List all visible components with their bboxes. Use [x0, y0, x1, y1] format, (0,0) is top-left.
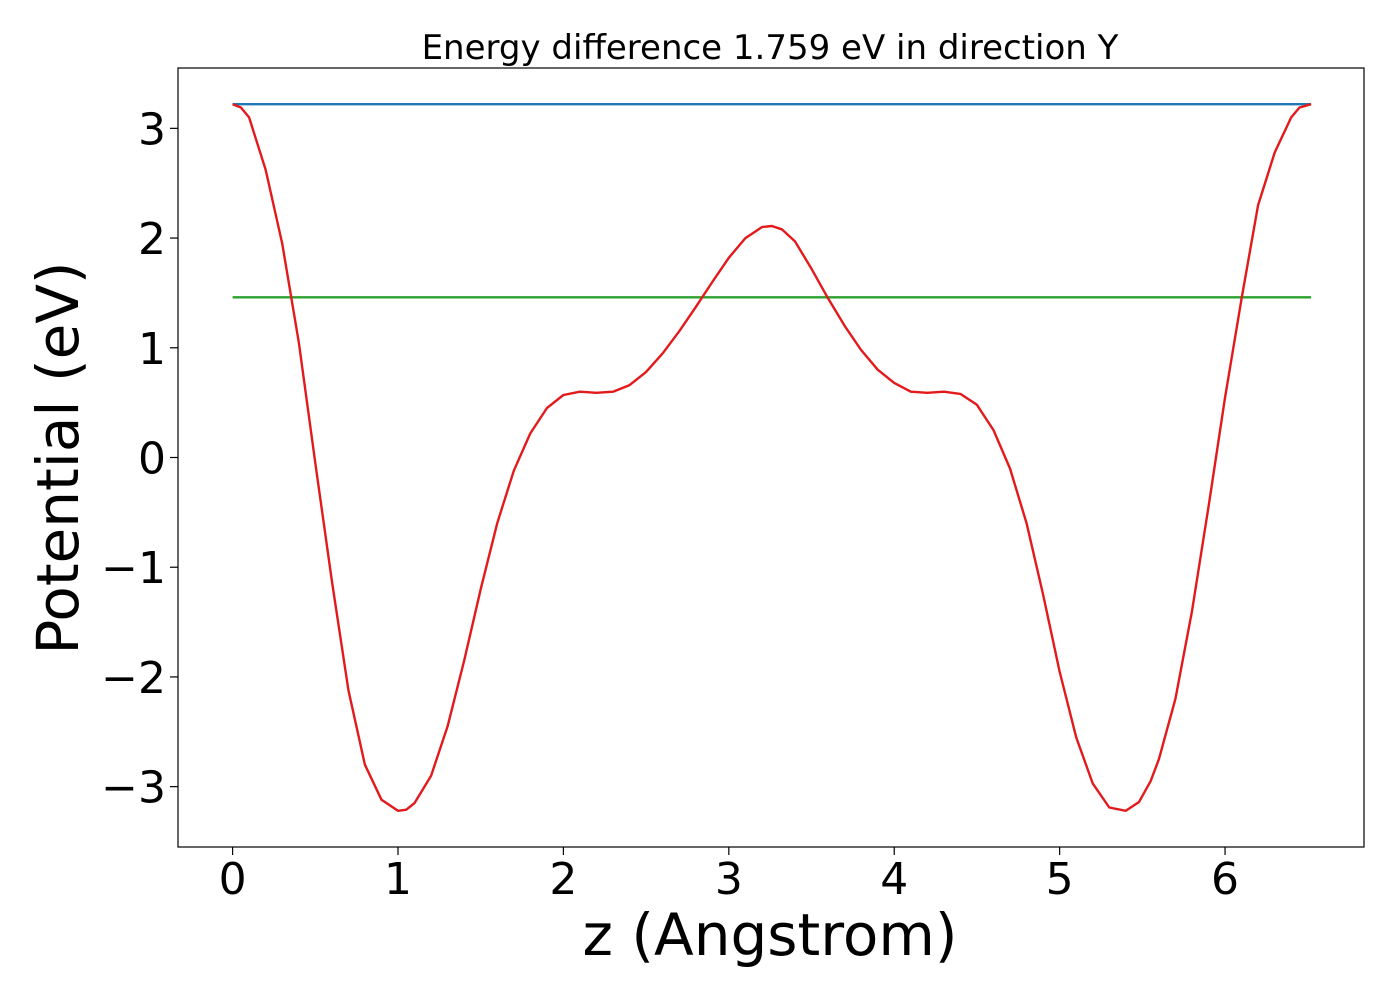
x-tick-label: 0: [219, 854, 247, 905]
y-tick-label: 3: [138, 104, 166, 155]
y-tick-label: 0: [138, 434, 166, 485]
x-axis: 0 1 2 3 4 5 6: [219, 847, 1239, 905]
y-tick-label: 1: [138, 324, 166, 375]
x-tick-label: 4: [880, 854, 908, 905]
x-tick-label: 1: [384, 854, 412, 905]
chart-title: Energy difference 1.759 eV in direction …: [422, 28, 1119, 68]
y-tick-label: −3: [101, 763, 166, 814]
y-tick-label: −1: [101, 543, 166, 594]
x-tick-label: 6: [1211, 854, 1239, 905]
y-tick-label: −2: [101, 653, 166, 704]
x-axis-label: z (Angstrom): [583, 901, 958, 969]
x-tick-label: 2: [549, 854, 577, 905]
x-tick-label: 5: [1046, 854, 1074, 905]
y-axis-label: Potential (eV): [24, 261, 92, 654]
plot-area: [232, 102, 1312, 812]
y-tick-label: 2: [138, 214, 166, 265]
x-tick-label: 3: [715, 854, 743, 905]
y-axis: −3 −2 −1 0 1 2 3: [101, 104, 178, 814]
series-line-2: [232, 103, 1312, 812]
